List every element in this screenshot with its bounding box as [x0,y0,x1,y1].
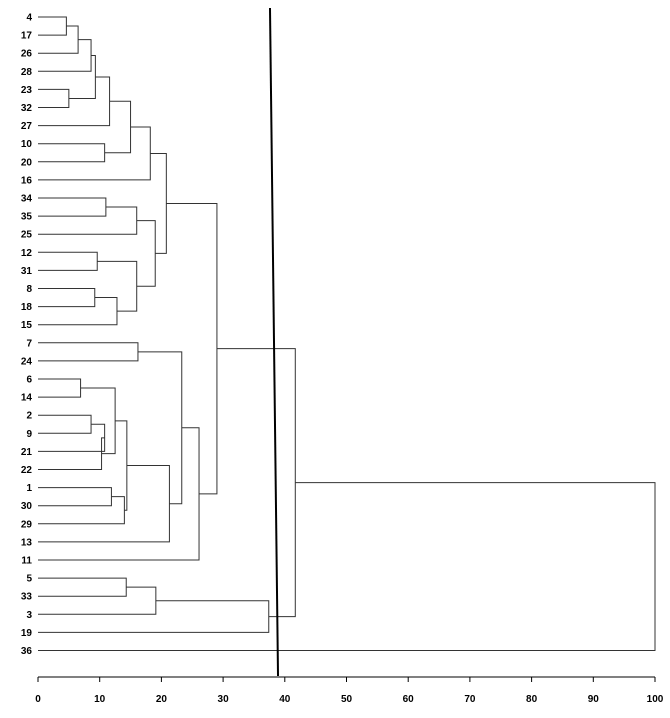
merge-branch-m10 [38,197,107,217]
leaf-label-23: 23 [21,85,33,96]
merge-branch-m16 [136,220,156,287]
leaf-label-27: 27 [21,121,33,132]
leaf-label-22: 22 [21,465,33,476]
leaf-label-11: 11 [21,556,32,567]
leaf-label-12: 12 [21,248,33,259]
x-tick-label-90: 90 [588,694,600,705]
merge-branch-m3 [38,39,92,72]
x-axis: 0 10 20 30 40 50 60 70 80 90 100 [35,676,664,705]
leaf-label-32: 32 [21,103,33,114]
leaf-label-9: 9 [26,429,32,440]
x-tick-label-80: 80 [526,694,538,705]
merge-branch-m34 [216,348,296,618]
leaf-label-3: 3 [26,610,32,621]
leaf-label-10: 10 [21,139,33,150]
leaf-label-34: 34 [21,194,33,205]
merge-branch-m24 [38,487,112,507]
merge-branch-m33 [38,600,270,633]
leaf-labels: 4172628233227102016343525123181815724614… [21,13,33,658]
merge-branch-m30 [166,202,218,495]
leaf-label-20: 20 [21,157,33,168]
merge-branch-m27 [38,465,170,543]
merge-branch-m18 [38,342,139,362]
leaf-label-13: 13 [21,537,33,548]
leaf-label-36: 36 [21,646,33,657]
merge-branch-m8 [104,100,132,154]
merge-branch-m21 [38,423,106,452]
merge-branch-m13 [38,288,96,308]
leaf-label-29: 29 [21,519,33,530]
x-tick-label-50: 50 [341,694,353,705]
leaf-label-14: 14 [21,393,33,404]
merge-branch-m35 [38,482,656,651]
merge-branch-m22 [38,437,105,470]
merge-branch-m19 [38,378,82,398]
leaf-label-21: 21 [21,447,33,458]
x-tick-label-70: 70 [464,694,476,705]
leaf-label-24: 24 [21,356,33,367]
leaf-label-16: 16 [21,175,33,186]
merge-branch-m2 [38,25,79,54]
leaf-label-4: 4 [26,13,32,24]
merge-branch-m17 [150,152,167,254]
x-tick-label-30: 30 [218,694,230,705]
x-tick-label-10: 10 [94,694,106,705]
leaf-label-2: 2 [26,411,32,422]
leaf-label-26: 26 [21,49,33,60]
x-tick-label-20: 20 [156,694,168,705]
leaf-label-6: 6 [26,375,32,386]
leaf-label-33: 33 [21,592,33,603]
merge-branch-m31 [38,577,127,597]
leaf-label-25: 25 [21,230,33,241]
leaf-label-31: 31 [21,266,33,277]
merge-branch-m9 [38,126,151,181]
merge-branch-m7 [38,143,106,163]
x-tick-label-40: 40 [279,694,291,705]
leaf-label-19: 19 [21,628,33,639]
merge-branch-m6 [38,76,111,127]
merge-branch-m20 [38,414,92,434]
dendrogram-branches [38,16,656,651]
merge-branch-m1 [38,16,67,36]
leaf-label-18: 18 [21,302,33,313]
x-tick-label-60: 60 [403,694,415,705]
merge-branch-m23 [80,387,116,455]
leaf-label-5: 5 [26,574,32,585]
leaf-label-30: 30 [21,501,33,512]
merge-branch-m28 [137,351,183,505]
merge-branch-m4 [38,88,70,108]
merge-branch-m14 [38,297,118,326]
leaf-label-28: 28 [21,67,33,78]
leaf-label-15: 15 [21,320,33,331]
merge-branch-m12 [38,251,98,271]
leaf-label-8: 8 [26,284,32,295]
leaf-label-35: 35 [21,212,33,223]
leaf-label-17: 17 [21,31,33,42]
merge-branch-m32 [38,586,157,615]
merge-branch-m29 [38,427,200,561]
x-tick-label-0: 0 [35,694,41,705]
leaf-label-7: 7 [26,338,32,349]
x-tick-label-100: 100 [647,694,664,705]
cut-threshold-line [268,7,280,677]
merge-branch-m11 [38,206,138,235]
leaf-label-1: 1 [26,483,32,494]
